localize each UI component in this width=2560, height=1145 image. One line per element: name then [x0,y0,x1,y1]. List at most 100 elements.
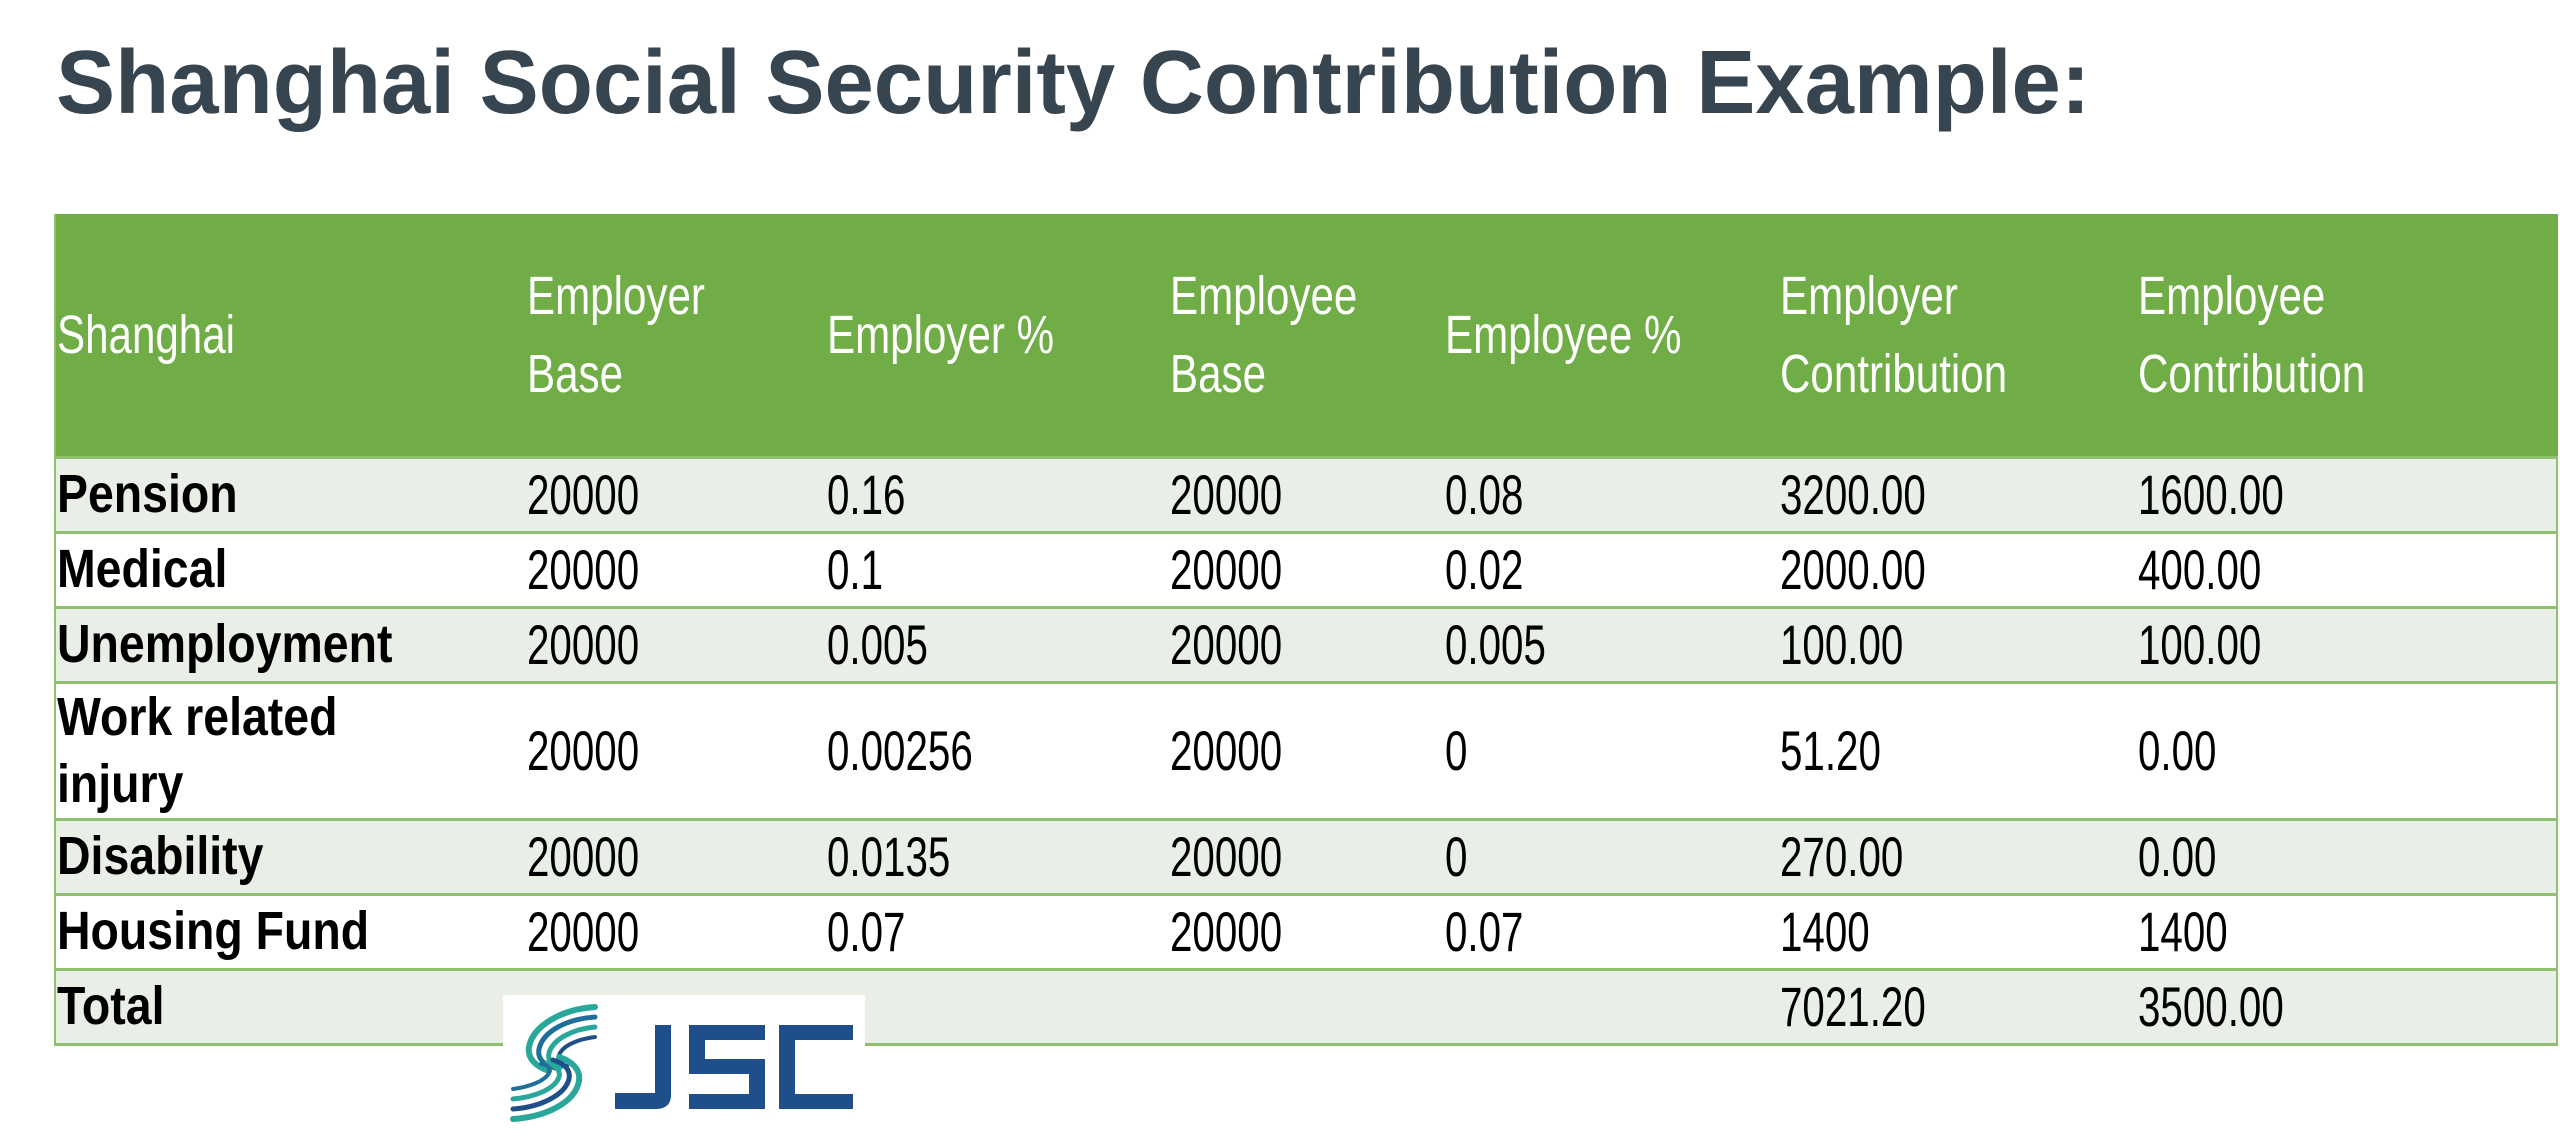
cell-value: 270.00 [1780,825,1904,888]
cell-value: 0.005 [827,613,928,676]
cell-empty [1445,969,1780,1044]
column-header-label: Contribution [2138,343,2366,404]
cell-value: 20000 [527,463,640,526]
column-header-label: Base [527,343,624,404]
table-row-work-related-injury: Work related injury 20000 0.00256 20000 … [54,682,2558,819]
row-label: Housing Fund [54,894,527,969]
cell-employer-pct: 0.005 [827,607,1170,682]
cell-employee-base: 20000 [1170,532,1445,607]
cell-employee-pct: 0.07 [1445,894,1780,969]
column-header-label: Employer [527,265,705,326]
cell-value: 20000 [1170,825,1283,888]
table-row-pension: Pension 20000 0.16 20000 0.08 3200.00 16… [54,457,2558,532]
cell-value: 0.08 [1445,463,1524,526]
cell-employer-contribution: 51.20 [1780,682,2138,819]
cell-employer-contribution: 1400 [1780,894,2138,969]
row-label-text: Disability [57,826,264,886]
cell-total-employer-contribution: 7021.20 [1780,969,2138,1044]
column-header-label: Shanghai [57,304,236,365]
row-label-text: Medical [57,539,228,599]
table-right-border [2556,457,2558,1046]
cell-value: 0.07 [1445,900,1524,963]
cell-value: 20000 [527,719,640,782]
cell-employee-contribution: 100.00 [2138,607,2558,682]
cell-value: 20000 [527,900,640,963]
cell-empty [827,969,1170,1044]
cell-value: 100.00 [2138,613,2262,676]
table-header-row: Shanghai Employer Base Employer % Employ… [54,214,2558,457]
table-row-unemployment: Unemployment 20000 0.005 20000 0.005 100… [54,607,2558,682]
table-row-housing-fund: Housing Fund 20000 0.07 20000 0.07 1400 … [54,894,2558,969]
cell-employee-pct: 0.02 [1445,532,1780,607]
cell-value: 20000 [1170,538,1283,601]
column-header-employee-base: Employee Base [1170,214,1445,457]
column-header-employer-contribution: Employer Contribution [1780,214,2138,457]
cell-value: 1400 [2138,900,2228,963]
cell-value: 2000.00 [1780,538,1926,601]
cell-employee-pct: 0 [1445,682,1780,819]
cell-employer-base: 20000 [527,894,827,969]
row-label-total: Total [54,969,527,1044]
cell-employer-base: 20000 [527,457,827,532]
cell-value: 0 [1445,719,1468,782]
table-row-medical: Medical 20000 0.1 20000 0.02 2000.00 400… [54,532,2558,607]
cell-value: 20000 [1170,463,1283,526]
contribution-table: Shanghai Employer Base Employer % Employ… [54,214,2558,1046]
cell-employer-base: 20000 [527,607,827,682]
cell-employee-base: 20000 [1170,457,1445,532]
cell-value: 0.16 [827,463,906,526]
cell-value: 0 [1445,825,1468,888]
cell-employer-contribution: 100.00 [1780,607,2138,682]
cell-employer-pct: 0.1 [827,532,1170,607]
cell-value: 0.00 [2138,719,2217,782]
cell-employer-base: 20000 [527,532,827,607]
cell-employer-base: 20000 [527,819,827,894]
row-label: Unemployment [54,607,527,682]
column-header-employer-base: Employer Base [527,214,827,457]
cell-value: 0.1 [827,538,884,601]
column-header-label: Employer [1780,265,1958,326]
column-header-label: Employer % [827,304,1055,365]
stylized-s-stripes-icon [510,1004,853,1122]
cell-employee-contribution: 1400 [2138,894,2558,969]
cell-total-employee-contribution: 3500.00 [2138,969,2558,1044]
cell-value: 0.07 [827,900,906,963]
cell-employer-contribution: 2000.00 [1780,532,2138,607]
cell-employer-contribution: 270.00 [1780,819,2138,894]
cell-value: 20000 [527,825,640,888]
cell-value: 20000 [1170,719,1283,782]
cell-employer-pct: 0.16 [827,457,1170,532]
cell-value: 7021.20 [1780,975,1926,1038]
cell-value: 1600.00 [2138,463,2284,526]
cell-value: 3200.00 [1780,463,1926,526]
cell-value: 1400 [1780,900,1870,963]
column-header-label: Employee [1170,265,1358,326]
cell-employee-base: 20000 [1170,819,1445,894]
cell-value: 20000 [527,538,640,601]
cell-employee-base: 20000 [1170,894,1445,969]
row-label: Pension [54,457,527,532]
cell-employee-pct: 0 [1445,819,1780,894]
cell-employee-pct: 0.08 [1445,457,1780,532]
cell-value: 3500.00 [2138,975,2284,1038]
row-label: Work related injury [54,682,527,819]
column-header-label: Employee % [1445,304,1682,365]
column-header-label: Employee [2138,265,2326,326]
cell-value: 0.0135 [827,825,951,888]
cell-value: 51.20 [1780,719,1881,782]
row-label-text: Unemployment [57,614,393,674]
cell-employer-pct: 0.00256 [827,682,1170,819]
table-left-border [54,214,56,1046]
column-header-city: Shanghai [54,214,527,457]
row-label: Medical [54,532,527,607]
column-header-label: Contribution [1780,343,2008,404]
cell-value: 0.00256 [827,719,973,782]
jsc-logo: JSC [503,995,865,1127]
cell-value: 20000 [1170,900,1283,963]
cell-value: 0.02 [1445,538,1524,601]
cell-value: 400.00 [2138,538,2262,601]
table-row-disability: Disability 20000 0.0135 20000 0 270.00 0… [54,819,2558,894]
column-header-employee-pct: Employee % [1445,214,1780,457]
cell-employee-contribution: 0.00 [2138,819,2558,894]
cell-employer-contribution: 3200.00 [1780,457,2138,532]
